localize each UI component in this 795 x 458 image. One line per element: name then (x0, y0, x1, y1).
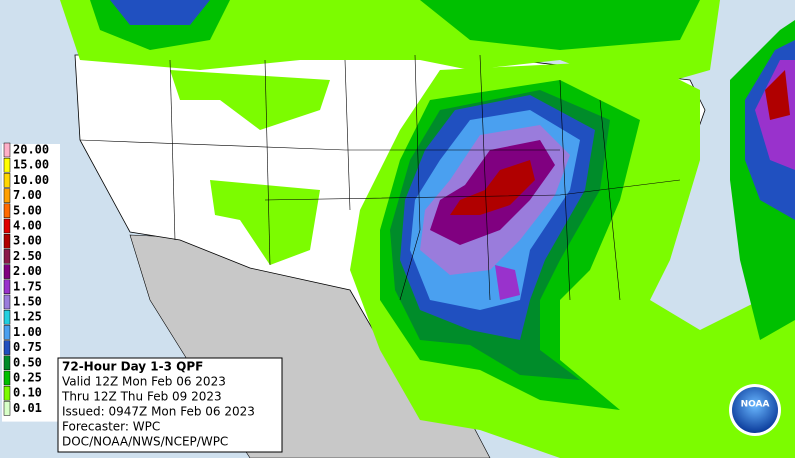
legend-swatch (3, 370, 11, 386)
legend-swatch (3, 294, 11, 310)
state-lines (79, 54, 681, 301)
legend-label: 3.00 (13, 234, 42, 248)
legend-label: 1.50 (13, 295, 42, 309)
legend-label: 1.00 (13, 325, 42, 339)
atlantic-precip (765, 70, 790, 120)
legend-label: 0.01 (13, 401, 42, 415)
legend-label: 7.00 (13, 188, 42, 202)
logo-text: NOAA (741, 400, 770, 410)
legend-swatch (3, 340, 11, 355)
legend-swatch (3, 279, 11, 295)
info-agency: DOC/NOAA/NWS/NCEP/WPC (62, 435, 228, 449)
info-box (57, 357, 283, 453)
precip-175 (495, 265, 520, 300)
info-title: 72-Hour Day 1-3 QPF (62, 360, 203, 374)
legend-swatch (3, 325, 11, 340)
legend-swatch (3, 401, 11, 416)
legend-label: 0.75 (13, 340, 42, 354)
legend-label: 5.00 (13, 203, 42, 217)
legend-swatch (3, 264, 11, 279)
legend-label: 2.00 (13, 264, 42, 278)
rockies-precip (170, 70, 330, 130)
legend-swatch (3, 355, 11, 371)
info-forecaster: Forecaster: WPC (62, 420, 160, 434)
info-valid: Valid 12Z Mon Feb 06 2023 (62, 375, 226, 389)
precip-300 (450, 160, 535, 215)
legend-swatch (3, 218, 11, 234)
rockies-precip (210, 180, 320, 265)
legend-label: 1.25 (13, 310, 42, 324)
legend-swatch (3, 173, 11, 188)
legend-swatch (3, 142, 11, 158)
legend-bg (2, 144, 60, 422)
legend-swatch (3, 203, 11, 219)
legend-label: 15.00 (13, 158, 49, 172)
legend-swatch (3, 233, 11, 249)
canada-precip (420, 0, 700, 50)
west-precip (110, 0, 210, 25)
info-thru: Thru 12Z Thu Feb 09 2023 (61, 390, 222, 404)
legend-label: 0.10 (13, 386, 42, 400)
legend-swatch (3, 309, 11, 325)
legend-label: 1.75 (13, 279, 42, 293)
info-issued: Issued: 0947Z Mon Feb 06 2023 (62, 405, 255, 419)
noaa-logo (732, 387, 778, 433)
legend-swatch (3, 385, 11, 401)
legend-label: 20.00 (13, 143, 49, 157)
legend-swatch (3, 249, 11, 264)
legend-label: 10.00 (13, 173, 49, 187)
legend: 20.0015.0010.007.005.004.003.002.502.001… (2, 143, 60, 422)
legend-label: 4.00 (13, 219, 42, 233)
legend-swatch (3, 157, 11, 173)
legend-swatch (3, 188, 11, 203)
legend-label: 0.25 (13, 371, 42, 385)
legend-label: 2.50 (13, 249, 42, 263)
legend-label: 0.50 (13, 355, 42, 369)
